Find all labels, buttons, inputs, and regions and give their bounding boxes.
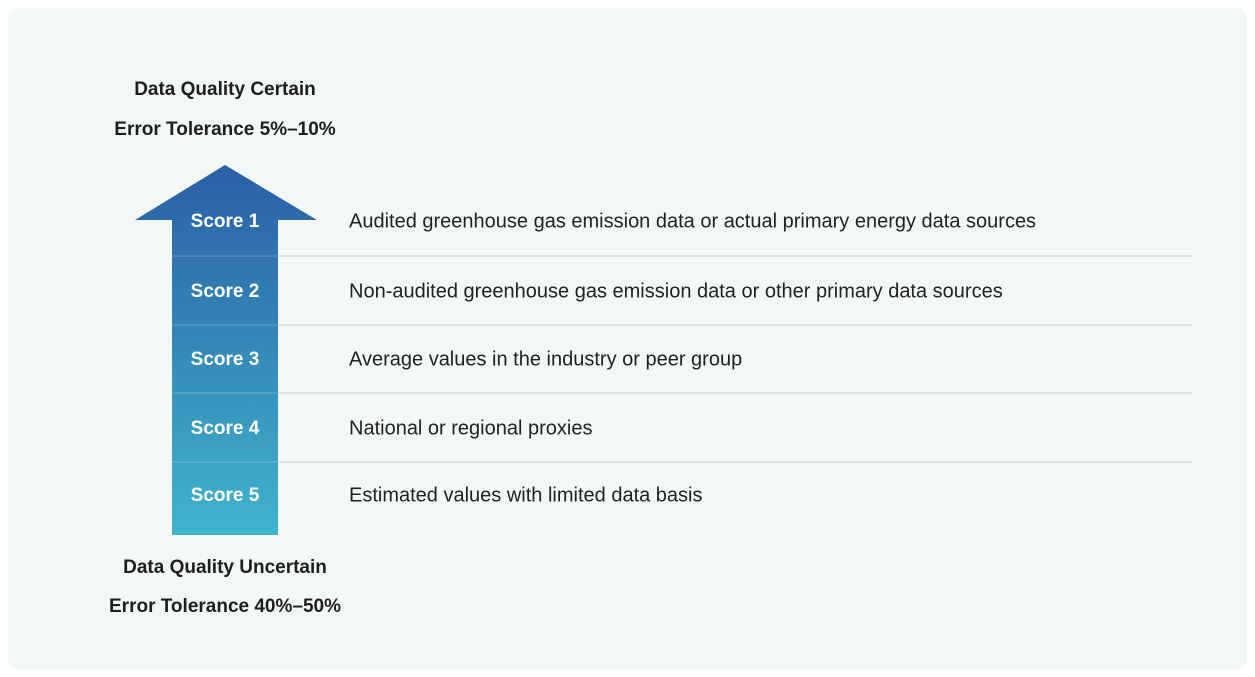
score-description: Average values in the industry or peer g… <box>349 348 742 370</box>
top-label: Error Tolerance 5%–10% <box>114 119 336 140</box>
score-label: Score 4 <box>191 418 260 439</box>
score-label: Score 1 <box>191 211 260 232</box>
panel <box>8 8 1247 669</box>
top-label: Data Quality Certain <box>134 79 316 100</box>
score-label: Score 2 <box>191 281 260 302</box>
score-description: Non-audited greenhouse gas emission data… <box>349 280 1003 302</box>
score-description: Estimated values with limited data basis <box>349 484 703 506</box>
bottom-label: Data Quality Uncertain <box>123 557 327 578</box>
score-label: Score 3 <box>191 349 260 370</box>
score-label: Score 5 <box>191 485 260 506</box>
arrow <box>135 165 317 535</box>
bottom-label: Error Tolerance 40%–50% <box>109 596 341 617</box>
score-description: Audited greenhouse gas emission data or … <box>349 210 1036 232</box>
score-description: National or regional proxies <box>349 417 592 439</box>
